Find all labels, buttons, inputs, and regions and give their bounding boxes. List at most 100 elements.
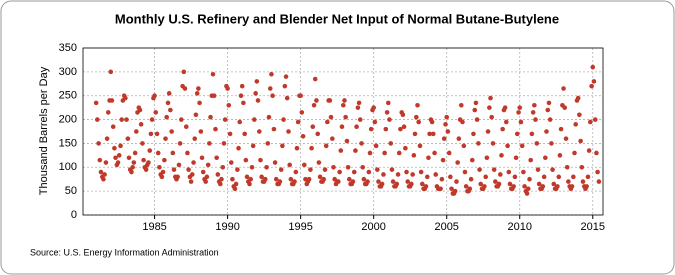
point (499, 153, 504, 158)
point (266, 114, 272, 120)
point (287, 162, 292, 168)
point (353, 148, 358, 153)
point (519, 143, 525, 149)
point (532, 102, 537, 108)
point (299, 110, 305, 115)
point (426, 155, 431, 161)
point (595, 169, 600, 175)
point (273, 176, 279, 182)
point (427, 131, 432, 137)
point (389, 167, 395, 172)
point (255, 98, 261, 103)
point (527, 176, 532, 182)
point (199, 155, 205, 161)
point (95, 117, 100, 122)
point (98, 169, 104, 175)
y-tick-label: 100 (59, 161, 77, 173)
point (140, 141, 145, 146)
point (455, 160, 460, 165)
point (93, 100, 99, 106)
point (315, 131, 321, 137)
point (211, 93, 217, 99)
point (146, 160, 151, 165)
point (147, 148, 153, 153)
point (301, 162, 307, 168)
point (148, 131, 154, 137)
point (440, 157, 446, 163)
point (323, 143, 329, 149)
point (555, 184, 560, 189)
point (113, 155, 118, 161)
point (247, 181, 252, 187)
x-tick-label: 2010 (507, 221, 531, 233)
point (418, 169, 424, 175)
point (424, 174, 430, 180)
point (130, 164, 135, 170)
point (551, 181, 557, 187)
point (403, 145, 408, 151)
point (351, 169, 357, 175)
point (404, 169, 409, 175)
point (490, 141, 496, 146)
point (170, 150, 176, 156)
point (337, 169, 342, 175)
point (131, 160, 137, 165)
point (414, 114, 419, 120)
point (236, 145, 241, 151)
point (573, 122, 578, 127)
point (214, 155, 219, 161)
point (101, 176, 106, 182)
point (168, 107, 173, 113)
point (253, 91, 258, 96)
point (541, 174, 547, 180)
point (230, 176, 235, 182)
point (325, 119, 330, 125)
point (96, 141, 101, 146)
point (482, 184, 487, 189)
point (400, 112, 406, 118)
point (507, 181, 513, 187)
point (429, 119, 435, 125)
point (591, 79, 597, 84)
point (254, 79, 260, 84)
point (388, 141, 394, 146)
point (162, 157, 167, 163)
point (594, 150, 599, 156)
point (586, 148, 592, 153)
point (529, 131, 535, 137)
point (239, 83, 245, 89)
point (474, 117, 480, 122)
point (366, 169, 372, 175)
point (360, 164, 366, 170)
point (484, 155, 490, 161)
point (295, 119, 301, 125)
point (188, 179, 194, 184)
point (463, 184, 469, 189)
x-tick-label: 2005 (434, 221, 458, 233)
point (134, 129, 139, 134)
point (372, 119, 378, 125)
point (312, 76, 318, 82)
point (410, 172, 415, 177)
point (443, 122, 448, 127)
point (534, 141, 540, 146)
point (589, 83, 594, 89)
point (108, 69, 114, 75)
point (309, 145, 314, 151)
point (423, 184, 429, 189)
point (467, 186, 473, 192)
point (459, 102, 464, 108)
point (517, 105, 523, 110)
point (345, 164, 351, 170)
point (343, 114, 348, 120)
point (518, 119, 524, 125)
point (373, 143, 379, 149)
point (198, 129, 204, 134)
point (196, 86, 201, 91)
point (376, 179, 381, 184)
point (112, 145, 117, 151)
point (116, 153, 122, 158)
point (153, 110, 159, 115)
point (585, 174, 591, 180)
